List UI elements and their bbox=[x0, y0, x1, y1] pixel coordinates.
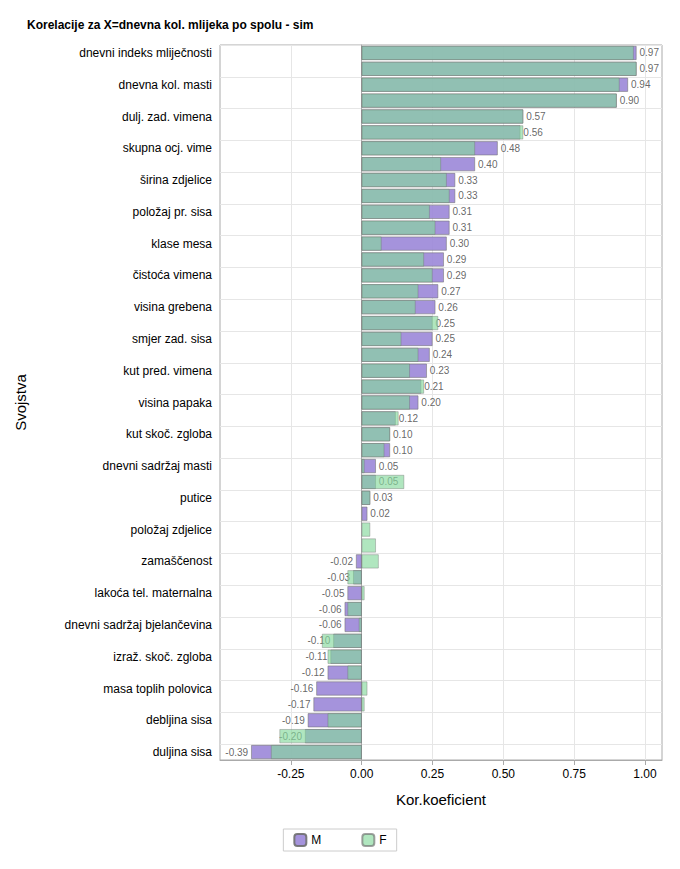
svg-text:0.97: 0.97 bbox=[640, 63, 660, 74]
svg-text:0.03: 0.03 bbox=[373, 492, 393, 503]
svg-text:0.24: 0.24 bbox=[433, 349, 453, 360]
svg-text:Svojstva: Svojstva bbox=[12, 374, 29, 431]
svg-text:zamaščenost: zamaščenost bbox=[141, 554, 212, 568]
svg-text:-0.16: -0.16 bbox=[291, 683, 314, 694]
svg-text:dulj. zad. vimena: dulj. zad. vimena bbox=[122, 110, 212, 124]
svg-text:1.00: 1.00 bbox=[633, 767, 657, 781]
svg-text:kut pred. vimena: kut pred. vimena bbox=[123, 364, 212, 378]
svg-text:visina papaka: visina papaka bbox=[139, 396, 213, 410]
svg-text:F: F bbox=[379, 833, 386, 847]
svg-text:0.29: 0.29 bbox=[447, 254, 467, 265]
svg-text:položaj pr. sisa: položaj pr. sisa bbox=[133, 205, 213, 219]
svg-text:masa toplih polovica: masa toplih polovica bbox=[103, 682, 212, 696]
svg-text:debljina sisa: debljina sisa bbox=[146, 713, 212, 727]
svg-text:-0.17: -0.17 bbox=[288, 699, 311, 710]
svg-text:-0.39: -0.39 bbox=[225, 747, 248, 758]
svg-text:0.23: 0.23 bbox=[430, 365, 450, 376]
svg-text:0.29: 0.29 bbox=[447, 270, 467, 281]
svg-text:0.27: 0.27 bbox=[441, 286, 461, 297]
svg-text:M: M bbox=[311, 833, 321, 847]
svg-text:-0.02: -0.02 bbox=[330, 556, 353, 567]
svg-text:0.30: 0.30 bbox=[450, 238, 470, 249]
svg-text:širina zdjelice: širina zdjelice bbox=[140, 173, 212, 187]
svg-text:0.57: 0.57 bbox=[526, 111, 546, 122]
svg-text:0.94: 0.94 bbox=[631, 79, 651, 90]
svg-text:0.90: 0.90 bbox=[620, 95, 640, 106]
svg-text:0.21: 0.21 bbox=[424, 381, 444, 392]
svg-text:visina grebena: visina grebena bbox=[134, 300, 212, 314]
svg-text:-0.19: -0.19 bbox=[282, 715, 305, 726]
svg-text:izraž. skoč. zgloba: izraž. skoč. zgloba bbox=[113, 650, 212, 664]
svg-text:0.00: 0.00 bbox=[350, 767, 374, 781]
svg-text:-0.05: -0.05 bbox=[322, 588, 345, 599]
svg-text:položaj zdjelice: položaj zdjelice bbox=[131, 523, 213, 537]
svg-text:0.25: 0.25 bbox=[421, 767, 445, 781]
svg-text:0.25: 0.25 bbox=[436, 333, 456, 344]
svg-text:0.20: 0.20 bbox=[421, 397, 441, 408]
svg-text:0.05: 0.05 bbox=[379, 461, 399, 472]
svg-text:0.75: 0.75 bbox=[562, 767, 586, 781]
svg-text:-0.11: -0.11 bbox=[305, 651, 327, 662]
svg-text:kut skoč. zgloba: kut skoč. zgloba bbox=[126, 427, 212, 441]
svg-text:-0.25: -0.25 bbox=[277, 767, 305, 781]
svg-text:0.33: 0.33 bbox=[458, 190, 478, 201]
svg-text:klase mesa: klase mesa bbox=[151, 237, 212, 251]
svg-text:0.33: 0.33 bbox=[458, 175, 478, 186]
svg-text:0.97: 0.97 bbox=[640, 47, 660, 58]
svg-text:0.26: 0.26 bbox=[438, 302, 458, 313]
svg-text:-0.03: -0.03 bbox=[327, 572, 350, 583]
svg-text:Kor.koeficient: Kor.koeficient bbox=[396, 791, 487, 808]
svg-text:dnevna kol. masti: dnevna kol. masti bbox=[119, 78, 212, 92]
svg-text:duljina sisa: duljina sisa bbox=[153, 745, 213, 759]
svg-text:0.25: 0.25 bbox=[436, 318, 456, 329]
svg-text:-0.10: -0.10 bbox=[307, 635, 331, 647]
svg-text:smjer zad. sisa: smjer zad. sisa bbox=[132, 332, 212, 346]
svg-text:Korelacije za X=dnevna kol. ml: Korelacije za X=dnevna kol. mlijeka po s… bbox=[27, 18, 313, 32]
svg-text:skupna ocj. vime: skupna ocj. vime bbox=[123, 141, 213, 155]
svg-text:0.31: 0.31 bbox=[453, 222, 473, 233]
svg-text:0.10: 0.10 bbox=[393, 445, 413, 456]
svg-text:0.48: 0.48 bbox=[501, 143, 521, 154]
svg-text:lakoća tel. maternalna: lakoća tel. maternalna bbox=[95, 586, 213, 600]
svg-text:0.31: 0.31 bbox=[453, 206, 473, 217]
svg-text:putice: putice bbox=[180, 491, 212, 505]
svg-text:dnevni sadržaj masti: dnevni sadržaj masti bbox=[103, 459, 212, 473]
svg-text:dnevni sadržaj bjelančevina: dnevni sadržaj bjelančevina bbox=[65, 618, 213, 632]
svg-text:0.50: 0.50 bbox=[492, 767, 516, 781]
svg-text:čistoća vimena: čistoća vimena bbox=[133, 268, 213, 282]
svg-text:0.56: 0.56 bbox=[523, 127, 543, 138]
svg-text:0.40: 0.40 bbox=[478, 159, 498, 170]
svg-text:0.02: 0.02 bbox=[370, 508, 390, 519]
svg-text:-0.06: -0.06 bbox=[319, 604, 342, 615]
svg-text:-0.06: -0.06 bbox=[319, 619, 342, 630]
svg-text:dnevni indeks mliječnosti: dnevni indeks mliječnosti bbox=[79, 46, 212, 60]
svg-text:0.12: 0.12 bbox=[399, 413, 419, 424]
svg-text:-0.12: -0.12 bbox=[302, 667, 325, 678]
svg-text:0.10: 0.10 bbox=[393, 429, 413, 440]
